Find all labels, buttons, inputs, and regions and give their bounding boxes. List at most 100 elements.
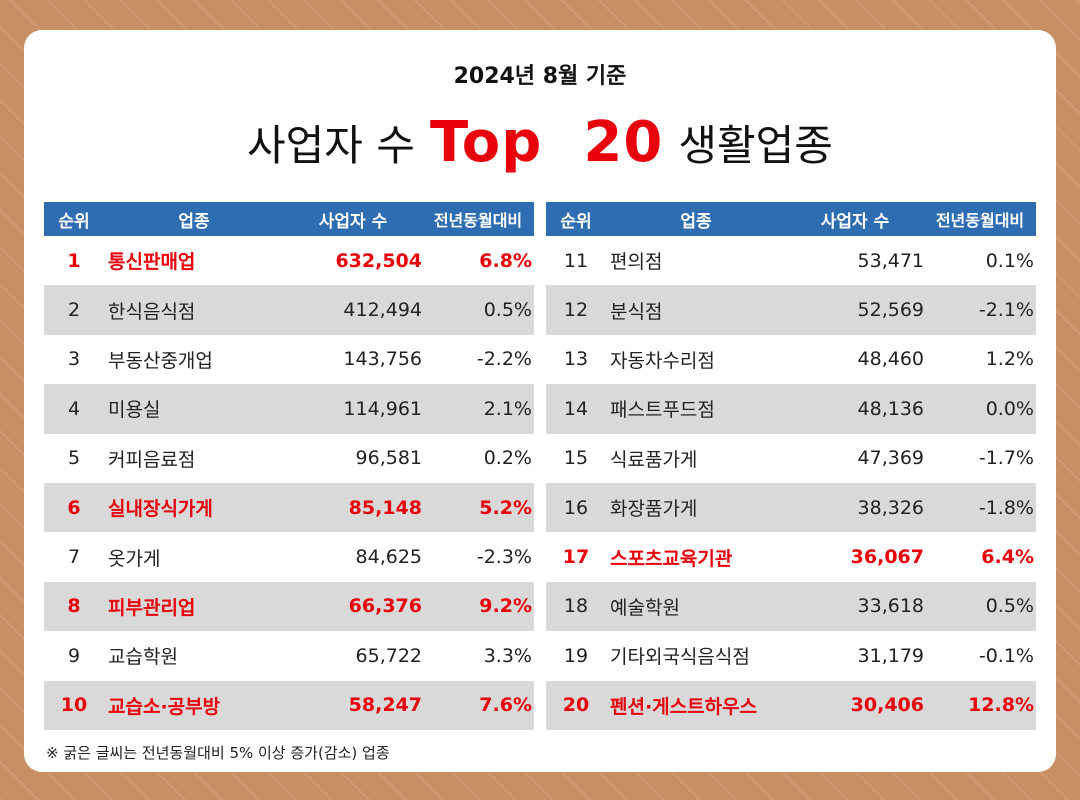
industry-cell: 미용실 xyxy=(108,399,161,422)
industry-cell: 화장품가게 xyxy=(610,498,698,521)
yoy-change-cell: 0.1% xyxy=(985,249,1034,272)
business-count-cell: 84,625 xyxy=(355,546,422,569)
table-row: 3 부동산중개업 143,756 -2.2% xyxy=(44,335,534,384)
rank-cell: 8 xyxy=(67,595,81,618)
rank-cell: 5 xyxy=(67,447,81,470)
yoy-change-cell: -2.2% xyxy=(476,348,532,371)
footnote: ※ 굵은 글씨는 전년동월대비 5% 이상 증가(감소) 업종 xyxy=(46,744,390,762)
industry-cell: 한식음식점 xyxy=(108,300,196,323)
business-count-cell: 48,136 xyxy=(857,397,924,420)
header-yoy: 전년동월대비 xyxy=(935,211,1025,230)
header-yoy: 전년동월대비 xyxy=(433,211,523,230)
yoy-change-cell: -2.3% xyxy=(476,546,532,569)
table-row: 14 패스트푸드점 48,136 0.0% xyxy=(546,384,1036,434)
rank-cell: 10 xyxy=(60,694,88,717)
yoy-change-cell: -2.1% xyxy=(978,299,1034,322)
rank-cell: 6 xyxy=(67,496,81,519)
rank-cell: 20 xyxy=(562,694,590,717)
header-count: 사업자 수 xyxy=(820,211,890,232)
business-count-cell: 65,722 xyxy=(355,644,422,667)
rank-cell: 3 xyxy=(67,348,81,371)
subtitle: 2024년 8월 기준 xyxy=(453,64,627,89)
industry-cell: 예술학원 xyxy=(610,596,680,619)
business-count-cell: 58,247 xyxy=(348,694,422,717)
business-count-cell: 30,406 xyxy=(850,694,924,717)
industry-cell: 피부관리업 xyxy=(108,596,196,619)
rank-cell: 14 xyxy=(563,397,589,420)
rank-cell: 15 xyxy=(563,447,589,470)
business-count-cell: 36,067 xyxy=(850,546,924,569)
table-row: 15 식료품가게 47,369 -1.7% xyxy=(546,434,1036,483)
yoy-change-cell: -1.7% xyxy=(978,447,1034,470)
table-row: 19 기타외국식음식점 31,179 -0.1% xyxy=(546,631,1036,680)
industry-cell: 커피음료점 xyxy=(108,448,196,471)
business-count-cell: 632,504 xyxy=(335,249,422,272)
title-suffix: 생활업종 xyxy=(678,121,833,170)
yoy-change-cell: 6.4% xyxy=(981,546,1034,569)
yoy-change-cell: 7.6% xyxy=(479,694,532,717)
business-count-cell: 31,179 xyxy=(857,644,924,667)
industry-cell: 부동산중개업 xyxy=(108,349,213,372)
business-count-cell: 96,581 xyxy=(355,447,422,470)
header-name: 업종 xyxy=(178,211,210,232)
industry-cell: 통신판매업 xyxy=(108,251,196,274)
rank-cell: 2 xyxy=(67,299,81,322)
industry-cell: 분식점 xyxy=(610,300,663,323)
table-row: 16 화장품가게 38,326 -1.8% xyxy=(546,482,1036,533)
industry-cell: 교습소·공부방 xyxy=(108,695,221,718)
business-count-cell: 38,326 xyxy=(857,496,924,519)
industry-cell: 기타외국식음식점 xyxy=(610,646,750,669)
business-count-cell: 114,961 xyxy=(343,397,422,420)
table-row: 4 미용실 114,961 2.1% xyxy=(44,384,534,434)
table-row: 1 통신판매업 632,504 6.8% xyxy=(44,236,534,285)
table-header: 순위 업종 사업자 수 전년동월대비 xyxy=(546,202,1036,236)
header-name: 업종 xyxy=(680,211,712,232)
business-count-cell: 52,569 xyxy=(857,299,924,322)
rank-cell: 9 xyxy=(67,644,81,667)
header-count: 사업자 수 xyxy=(318,211,388,232)
page-title: 사업자 수 Top 20 생활업종 xyxy=(24,110,1056,175)
yoy-change-cell: 5.2% xyxy=(479,496,532,519)
rank-cell: 17 xyxy=(562,546,590,569)
yoy-change-cell: 6.8% xyxy=(479,249,532,272)
rank-cell: 16 xyxy=(563,496,589,519)
table-row: 18 예술학원 33,618 0.5% xyxy=(546,581,1036,632)
business-count-cell: 412,494 xyxy=(343,299,422,322)
table-row: 6 실내장식가게 85,148 5.2% xyxy=(44,482,534,533)
title-prefix: 사업자 수 xyxy=(247,121,415,170)
table-row: 10 교습소·공부방 58,247 7.6% xyxy=(44,680,534,730)
industry-cell: 스포츠교육기관 xyxy=(610,547,733,570)
table-row: 2 한식음식점 412,494 0.5% xyxy=(44,285,534,335)
yoy-change-cell: 0.5% xyxy=(483,299,532,322)
rank-cell: 4 xyxy=(67,397,81,420)
ranking-table-right: 순위 업종 사업자 수 전년동월대비 11 편의점 53,471 0.1% 12 분식점 5… xyxy=(546,202,1036,730)
table-row: 11 편의점 53,471 0.1% xyxy=(546,236,1036,285)
business-count-cell: 53,471 xyxy=(857,249,924,272)
yoy-change-cell: 9.2% xyxy=(479,595,532,618)
business-count-cell: 143,756 xyxy=(343,348,422,371)
rank-cell: 13 xyxy=(563,348,589,371)
header-rank: 순위 xyxy=(58,211,90,232)
business-count-cell: 85,148 xyxy=(348,496,422,519)
rank-cell: 7 xyxy=(67,546,81,569)
table-header: 순위 업종 사업자 수 전년동월대비 xyxy=(44,202,534,236)
table-row: 12 분식점 52,569 -2.1% xyxy=(546,285,1036,335)
industry-cell: 옷가게 xyxy=(108,547,161,570)
yoy-change-cell: 2.1% xyxy=(483,397,532,420)
industry-cell: 펜션·게스트하우스 xyxy=(610,695,758,718)
ranking-table-left: 순위 업종 사업자 수 전년동월대비 1 통신판매업 632,504 6.8% 2 한식음… xyxy=(44,202,534,730)
rank-cell: 19 xyxy=(563,644,589,667)
industry-cell: 교습학원 xyxy=(108,646,178,669)
rank-cell: 11 xyxy=(563,249,589,272)
table-body: 11 편의점 53,471 0.1% 12 분식점 52,569 -2.1% 13 자동차수리점 4… xyxy=(546,236,1036,730)
table-row: 13 자동차수리점 48,460 1.2% xyxy=(546,335,1036,384)
yoy-change-cell: 0.2% xyxy=(483,447,532,470)
table-row: 9 교습학원 65,722 3.3% xyxy=(44,631,534,680)
yoy-change-cell: 3.3% xyxy=(483,644,532,667)
industry-cell: 편의점 xyxy=(610,251,663,274)
yoy-change-cell: 1.2% xyxy=(985,348,1034,371)
table-row: 20 펜션·게스트하우스 30,406 12.8% xyxy=(546,680,1036,730)
table-row: 8 피부관리업 66,376 9.2% xyxy=(44,581,534,632)
industry-cell: 패스트푸드점 xyxy=(610,399,715,422)
yoy-change-cell: 12.8% xyxy=(968,694,1034,717)
